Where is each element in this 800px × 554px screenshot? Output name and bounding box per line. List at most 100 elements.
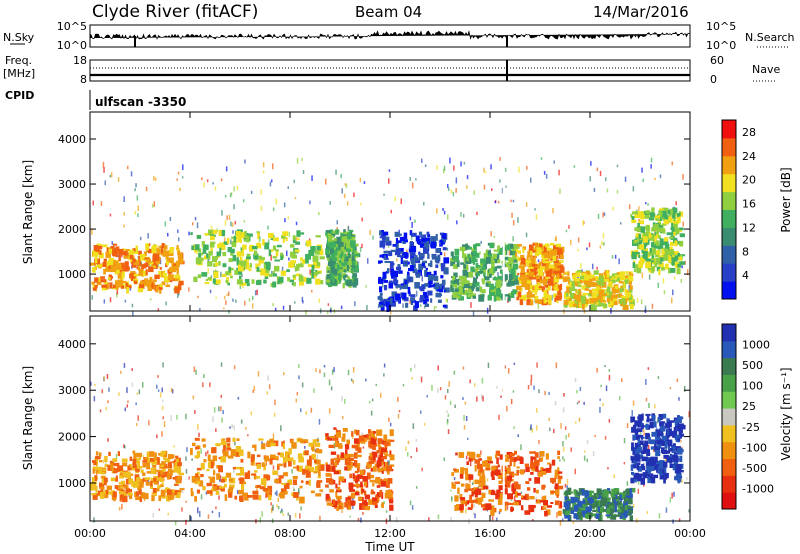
echo-cell-1 [212, 256, 217, 263]
echo-cell-1 [254, 470, 258, 473]
echo-cell-2 [330, 253, 336, 260]
echo-cell-0 [158, 473, 161, 477]
echo-cell-1 [305, 465, 310, 470]
echo-cell-3 [407, 276, 412, 282]
echo-cell-5 [633, 460, 638, 465]
echo-cell-4 [603, 489, 609, 492]
echo-cell-2 [330, 458, 334, 465]
echo-cell-5 [521, 280, 526, 288]
echo-speckle [242, 199, 245, 203]
echo-speckle [549, 427, 551, 432]
echo-cell-7 [643, 254, 648, 259]
echo-cell-4 [482, 278, 485, 285]
echo-speckle [673, 491, 675, 497]
echo-cell-3 [419, 253, 425, 257]
echo-cell-5 [545, 293, 549, 300]
echo-cell-4 [460, 275, 466, 280]
echo-cell-0 [174, 483, 179, 486]
echo-cell-2 [381, 456, 387, 460]
echo-speckle [134, 210, 137, 215]
echo-cell-1 [278, 493, 283, 497]
echo-cell-2 [387, 478, 393, 484]
echo-cell-0 [146, 258, 151, 264]
echo-cell-2 [376, 485, 381, 488]
echo-cell-1 [251, 454, 255, 460]
xtick-label-1: 04:00 [174, 527, 206, 540]
colorbar-tick-0: 4 [742, 269, 749, 282]
echo-cell-5 [540, 246, 546, 251]
echo-speckle [610, 518, 613, 522]
echo-speckle [575, 421, 577, 424]
echo-cell-0 [95, 451, 99, 456]
echo-cell-0 [133, 280, 138, 285]
echo-cell-3 [533, 459, 540, 466]
echo-speckle [361, 243, 363, 249]
echo-cell-3 [384, 260, 391, 263]
echo-cell-1 [272, 245, 277, 251]
echo-speckle [142, 382, 144, 388]
echo-cell-4 [605, 514, 611, 517]
echo-cell-5 [646, 419, 650, 423]
echo-cell-0 [175, 261, 180, 267]
echo-cell-6 [628, 277, 634, 282]
echo-speckle [262, 170, 265, 174]
echo-cell-5 [517, 272, 520, 275]
echo-speckle [196, 222, 199, 229]
echo-cell-5 [637, 416, 642, 420]
echo-cell-3 [466, 451, 471, 456]
echo-cell-6 [583, 280, 590, 285]
echo-cell-1 [303, 276, 307, 282]
echo-cell-3 [414, 282, 420, 289]
echo-cell-0 [159, 286, 162, 294]
echo-cell-0 [168, 465, 173, 469]
echo-cell-4 [592, 495, 598, 499]
echo-cell-1 [311, 453, 316, 459]
echo-speckle [330, 386, 333, 391]
echo-cell-4 [627, 513, 631, 516]
echo-cell-1 [296, 273, 301, 276]
echo-cell-1 [247, 470, 251, 474]
echo-speckle [583, 455, 586, 461]
echo-cell-3 [509, 457, 515, 462]
echo-cell-3 [495, 493, 502, 500]
echo-cell-1 [197, 476, 201, 481]
echo-speckle [120, 370, 122, 374]
echo-cell-2 [333, 273, 340, 281]
echo-speckle [327, 303, 330, 306]
echo-cell-1 [313, 258, 319, 262]
echo-speckle [200, 494, 203, 500]
echo-cell-3 [557, 467, 560, 471]
echo-speckle [248, 298, 251, 302]
echo-cell-1 [315, 271, 321, 275]
echo-cell-5 [650, 439, 656, 445]
echo-cell-4 [611, 495, 616, 498]
echo-speckle [464, 401, 467, 405]
echo-cell-4 [455, 255, 459, 263]
echo-cell-0 [124, 250, 128, 256]
echo-cell-0 [144, 278, 149, 285]
echo-speckle [479, 285, 481, 292]
colorbar-swatch-7 [722, 374, 736, 392]
echo-cell-2 [372, 466, 377, 472]
echo-cell-6 [567, 271, 570, 276]
echo-speckle [203, 182, 205, 188]
echo-cell-0 [161, 461, 166, 467]
echo-speckle [163, 421, 166, 428]
echo-cell-6 [629, 285, 633, 290]
echo-cell-3 [427, 281, 432, 288]
echo-cell-7 [671, 257, 677, 261]
echo-cell-3 [412, 268, 418, 274]
echo-cell-4 [477, 272, 480, 277]
echo-speckle [236, 185, 239, 191]
echo-speckle [520, 444, 522, 451]
echo-speckle [327, 310, 329, 315]
echo-speckle [177, 171, 180, 175]
echo-cell-4 [470, 255, 476, 261]
echo-speckle [647, 203, 649, 206]
colorbar-tick-3: 16 [742, 198, 756, 211]
echo-cell-5 [671, 454, 678, 460]
echo-cell-4 [489, 274, 492, 278]
echo-speckle [239, 285, 242, 290]
echo-speckle [426, 395, 428, 398]
